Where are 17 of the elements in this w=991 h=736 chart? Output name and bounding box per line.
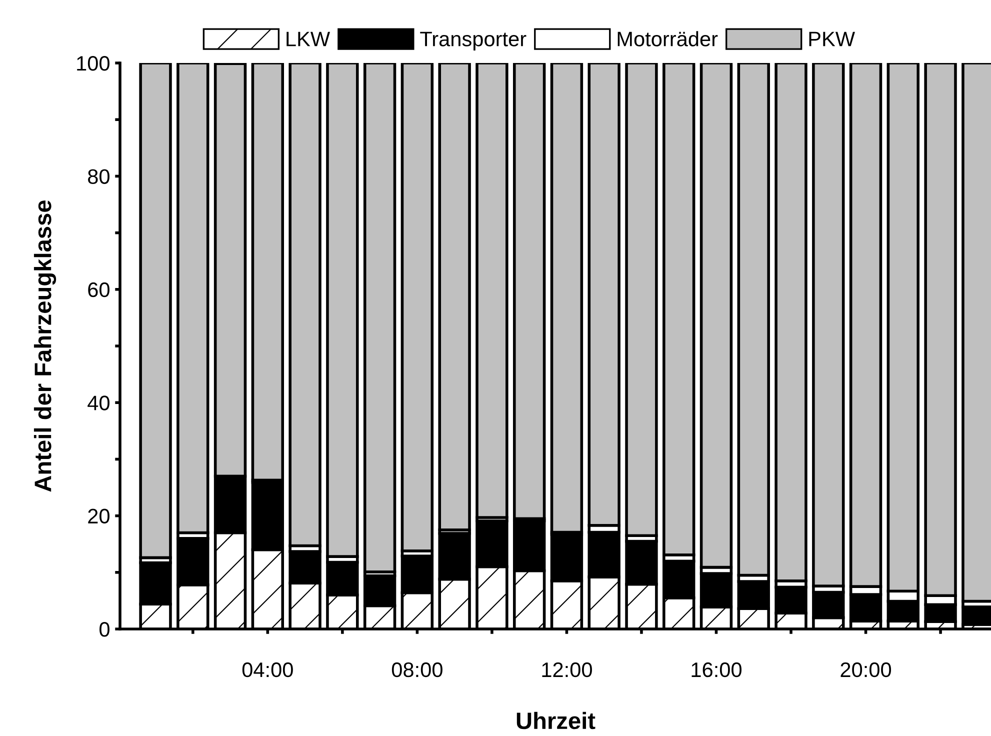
legend-label: Transporter (420, 32, 526, 50)
legend-label: PKW (809, 32, 855, 46)
y-tick-label: 40 (88, 396, 110, 410)
y-tick-label: 20 (88, 508, 110, 524)
legend-label: LKW (286, 32, 330, 46)
y-tick-label: 60 (88, 282, 110, 298)
x-tick-label: 08:00 (392, 662, 442, 678)
y-tick-label: 80 (88, 169, 110, 184)
y-tick-label: 100 (77, 56, 110, 71)
legend-label: Motorräder (618, 31, 718, 46)
x-tick-label: 16:00 (692, 662, 742, 678)
x-axis-title: Uhrzeit (516, 712, 596, 730)
x-tick-label: 20:00 (840, 662, 892, 678)
x-tick-label: 04:00 (242, 662, 293, 678)
y-axis-title: Anteil der Fahrzeugklasse (34, 200, 56, 492)
x-tick-label: 12:00 (542, 662, 592, 678)
y-tick-label: 0 (100, 622, 110, 637)
